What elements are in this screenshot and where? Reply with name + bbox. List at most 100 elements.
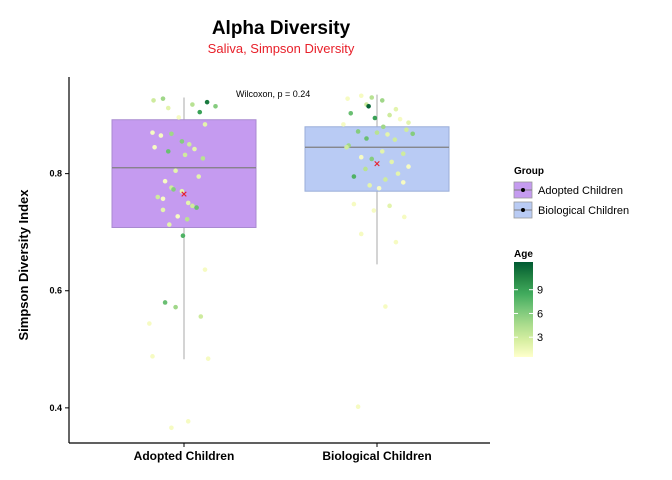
data-point [169,131,174,137]
data-point [190,203,195,209]
data-point [190,102,195,107]
y-axis-title: Simpson Diversity Index [16,189,31,341]
age-colorbar-ticks: 3 6 9 [514,285,543,344]
data-point [147,321,152,326]
plot-area [111,93,450,431]
legend-group: Group Adopted Children Biological Childre… [513,166,629,219]
data-point [184,217,190,222]
data-point [392,137,398,142]
legend-label: Adopted Children [538,185,623,197]
data-point [400,180,406,185]
data-point [197,109,203,115]
data-point [351,174,357,179]
data-point [165,149,171,154]
age-tick-label: 6 [537,308,543,320]
data-point [202,267,208,272]
data-point [379,149,385,154]
data-point [393,239,399,245]
legend-age: Age 3 6 9 [514,249,543,357]
data-point [167,222,172,227]
age-tick-label: 9 [537,285,543,297]
box-0 [111,119,257,228]
data-point [158,133,164,138]
data-point [179,139,185,144]
data-point [381,124,386,130]
data-point [406,120,411,125]
data-point [179,188,185,194]
data-point [176,115,182,120]
y-tick-label: 0.4 [49,403,62,413]
data-point [393,106,399,112]
data-point [204,99,210,105]
data-point [364,136,369,141]
age-colorbar [514,262,533,357]
data-point [152,144,157,150]
data-point [198,314,204,319]
data-point [351,201,357,207]
data-point [192,146,197,152]
data-point [376,185,382,191]
data-point [205,356,211,361]
data-point [175,214,180,219]
data-point [404,127,409,133]
data-point [150,354,155,359]
data-point [355,404,361,409]
data-point [185,200,191,206]
data-point [185,419,191,424]
data-point [406,164,411,169]
age-tick-label: 3 [537,332,543,344]
legend-key-dot [521,188,525,192]
data-point [387,203,392,209]
data-point [387,112,392,118]
data-point [372,115,378,121]
x-tick-label: Adopted Children [134,449,235,463]
x-tick-label: Biological Children [322,449,431,463]
data-point [160,196,166,202]
data-point [194,205,199,210]
data-point [348,111,354,116]
mean-marker-stroke [181,191,187,197]
y-axis-ticks: 0.4 0.6 0.8 [49,169,69,413]
legend-group-items: Adopted Children Biological Children [513,181,629,219]
data-point [374,130,380,135]
data-point [383,177,388,182]
data-point [196,174,201,179]
data-point [151,98,156,103]
legend-key-dot [521,208,525,212]
data-point [213,103,218,109]
x-axis-ticks: Adopted Children Biological Children [134,443,432,463]
data-point [202,122,208,127]
data-point [344,144,349,150]
legend-group-title: Group [514,166,544,177]
data-point [200,156,206,161]
chart-title: Alpha Diversity [212,18,351,39]
data-point [395,171,401,176]
data-point [358,154,364,160]
data-point [160,96,166,101]
data-point [150,130,155,135]
data-point [369,156,375,162]
data-point [345,96,350,101]
data-point [385,132,390,137]
data-point [160,207,166,213]
box-1 [304,126,450,192]
data-point [171,187,176,192]
data-point [355,129,361,134]
data-point [155,194,161,200]
legend-age-title: Age [514,249,533,260]
mean-marker [181,191,187,197]
legend-label: Biological Children [538,205,629,217]
data-point [162,300,168,305]
data-point [366,103,371,109]
data-point [341,122,346,127]
data-point [169,425,174,431]
data-point [180,233,186,238]
data-point [173,168,178,173]
chart-subtitle: Saliva, Simpson Diversity [208,41,355,56]
data-point [182,152,188,158]
y-tick-label: 0.8 [49,169,62,179]
data-point [186,142,192,147]
data-point [383,304,388,309]
data-point [369,95,375,100]
